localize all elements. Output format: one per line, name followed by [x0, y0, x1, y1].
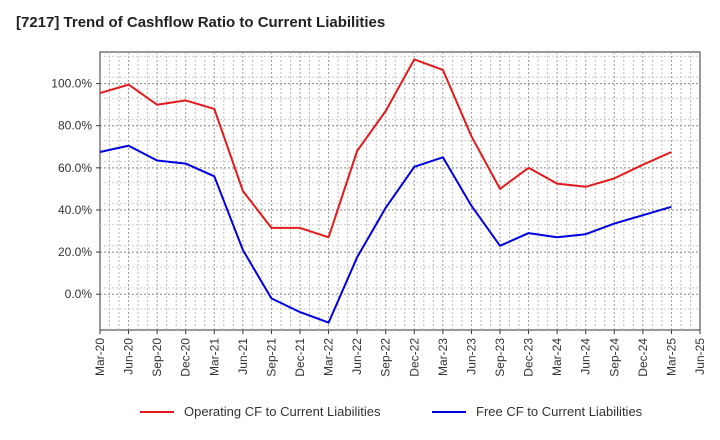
x-tick-label: Jun-25 [693, 338, 707, 375]
legend-item-free-cf: Free CF to Current Liabilities [432, 404, 642, 419]
legend-label-operating-cf: Operating CF to Current Liabilities [184, 404, 381, 419]
x-tick-label: Sep-20 [150, 338, 164, 377]
x-tick-label: Dec-24 [636, 338, 650, 377]
x-tick-label: Sep-23 [493, 338, 507, 377]
series-line-free-cf [99, 144, 672, 324]
x-tick-label: Mar-20 [93, 338, 107, 376]
y-tick-label: 20.0% [58, 245, 92, 259]
legend-swatch-free-cf [432, 410, 466, 413]
x-tick-label: Dec-21 [293, 338, 307, 377]
x-tick-label: Mar-24 [550, 338, 564, 376]
y-tick-label: 0.0% [65, 287, 93, 301]
y-tick-label: 80.0% [58, 119, 92, 133]
plot-frame [99, 51, 701, 331]
legend-item-operating-cf: Operating CF to Current Liabilities [140, 404, 381, 419]
y-tick-label: 40.0% [58, 203, 92, 217]
y-tick-label: 60.0% [58, 161, 92, 175]
x-tick-label: Dec-20 [179, 338, 193, 377]
x-tick-label: Sep-24 [607, 338, 621, 377]
x-tick-label: Sep-22 [379, 338, 393, 377]
x-tick-label: Mar-22 [322, 338, 336, 376]
x-tick-label: Jun-23 [464, 338, 478, 375]
x-tick-label: Jun-22 [350, 338, 364, 375]
x-tick-label: Jun-21 [236, 338, 250, 375]
legend-label-free-cf: Free CF to Current Liabilities [476, 404, 643, 419]
series-line-operating-cf [99, 58, 672, 239]
x-tick-label: Dec-22 [407, 338, 421, 377]
x-tick-label: Mar-25 [664, 338, 678, 376]
x-tick-label: Sep-21 [264, 338, 278, 377]
legend: Operating CF to Current Liabilities Free… [0, 404, 720, 426]
x-tick-label: Dec-23 [522, 338, 536, 377]
x-tick-label: Jun-24 [579, 338, 593, 375]
x-tick-label: Mar-23 [436, 338, 450, 376]
chart-title: [7217] Trend of Cashflow Ratio to Curren… [16, 14, 386, 31]
x-tick-label: Mar-21 [207, 338, 221, 376]
x-tick-label: Jun-20 [122, 338, 136, 375]
y-tick-label: 100.0% [51, 77, 92, 91]
legend-swatch-operating-cf [140, 410, 174, 413]
